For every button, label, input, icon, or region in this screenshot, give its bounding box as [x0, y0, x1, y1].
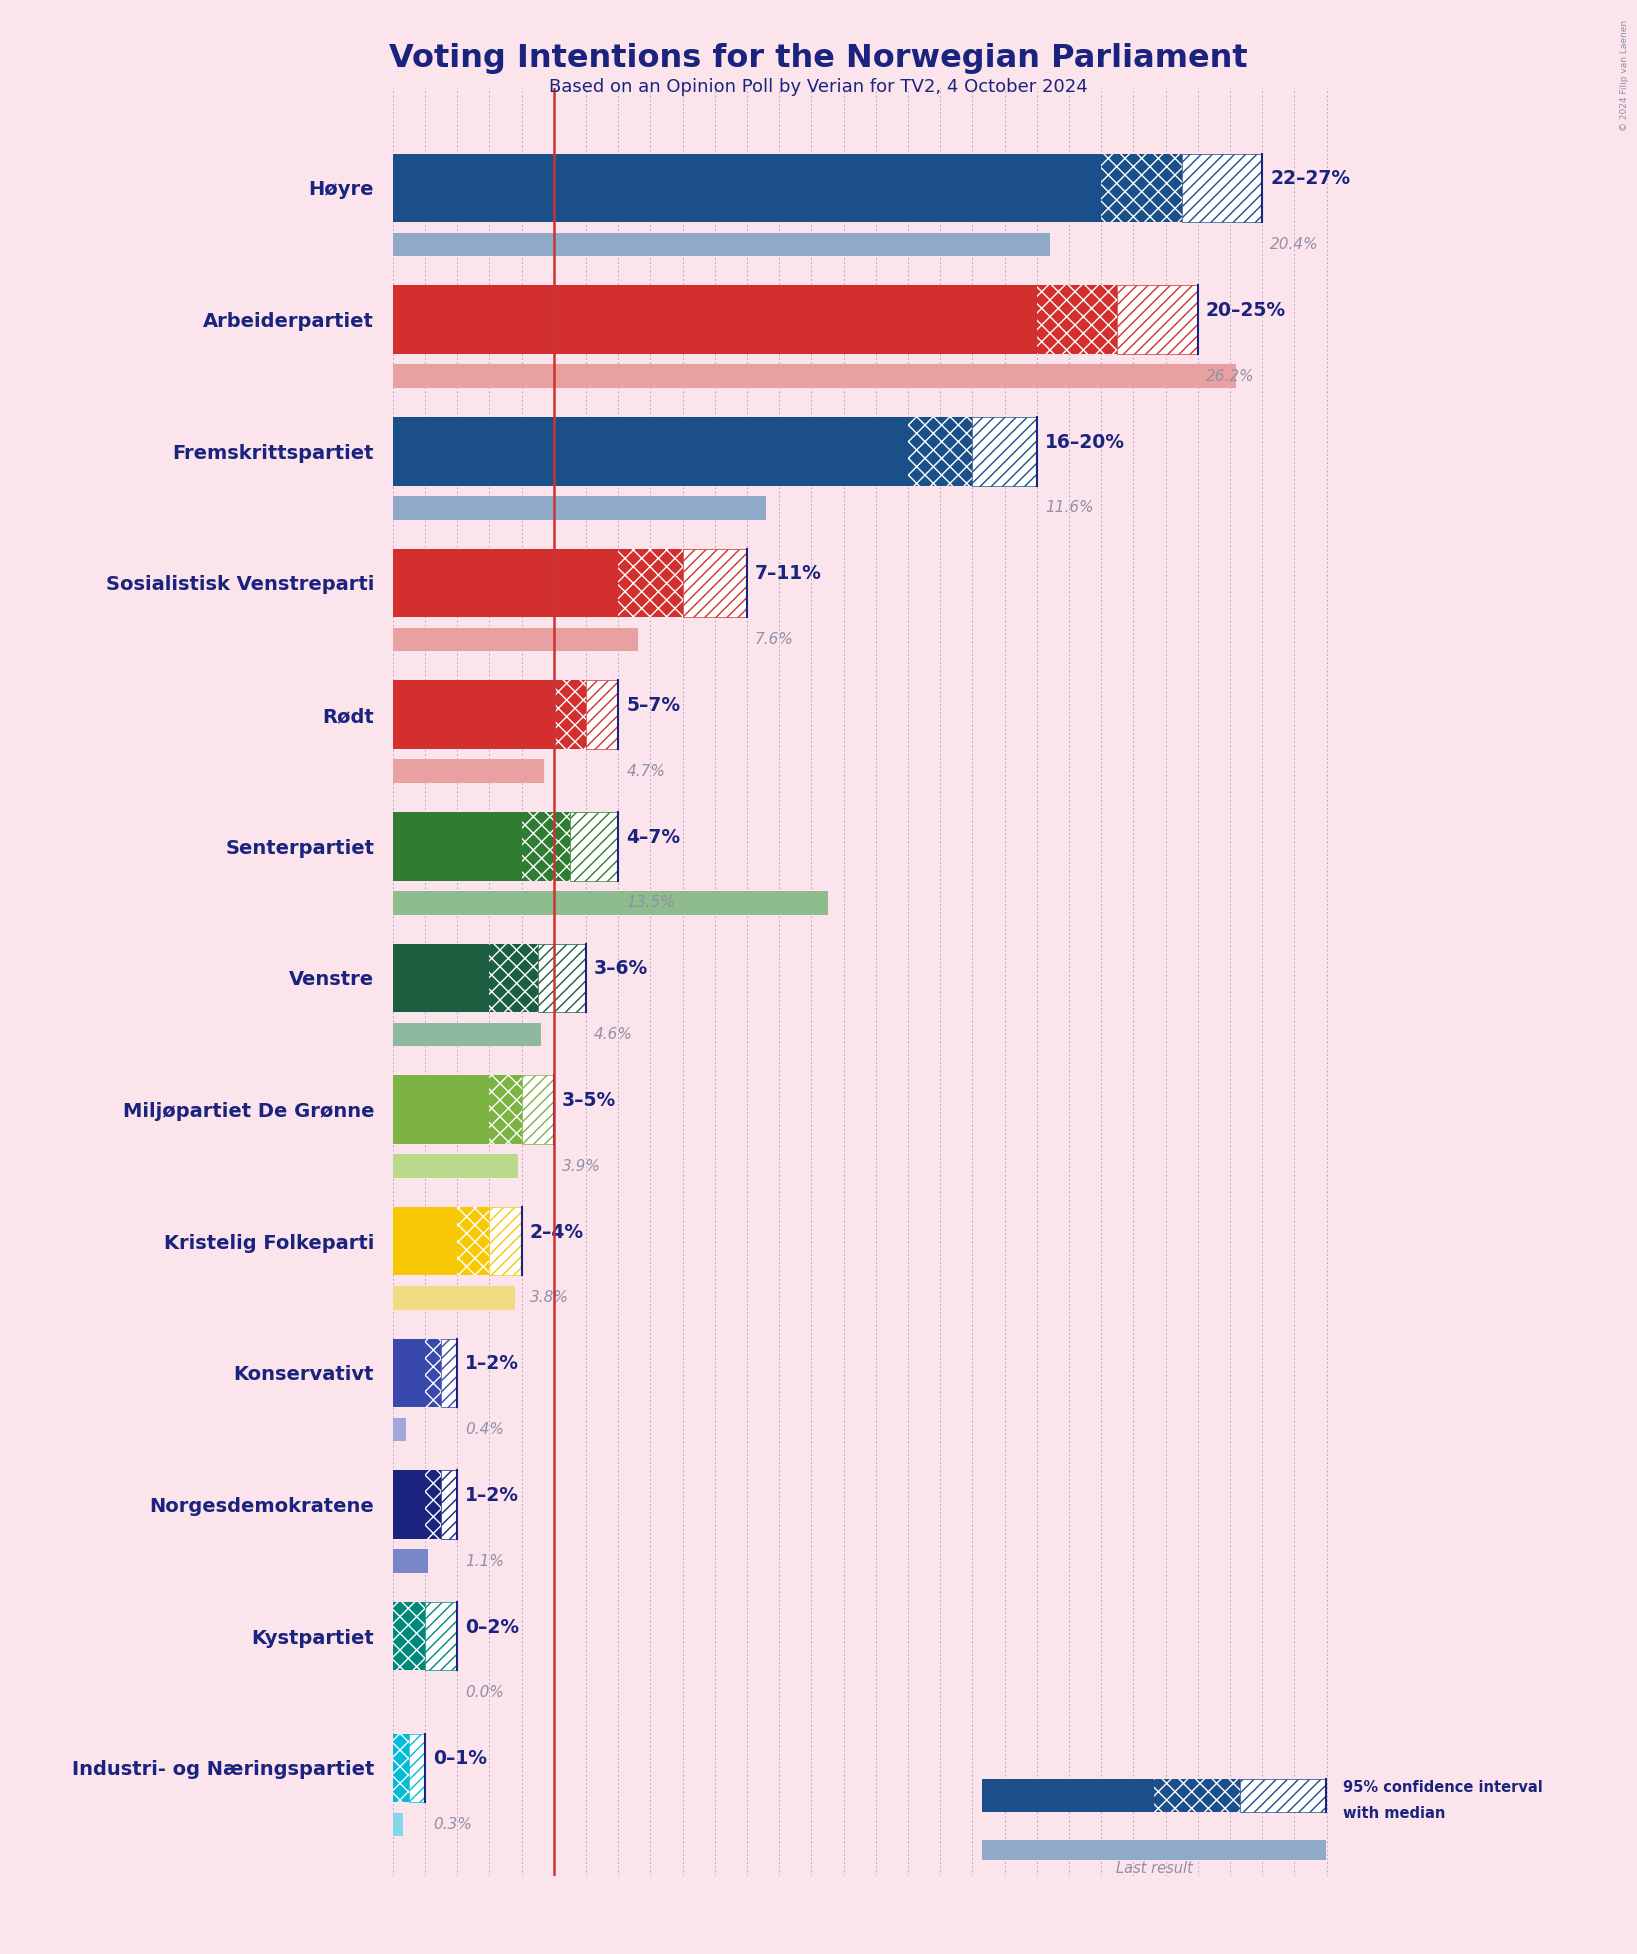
Bar — [393, 813, 522, 881]
Bar — [442, 1338, 457, 1407]
Bar — [393, 154, 1102, 223]
Text: Last result: Last result — [1116, 1860, 1192, 1876]
Bar — [426, 1469, 442, 1540]
Bar — [393, 1338, 426, 1407]
Text: 20–25%: 20–25% — [1206, 301, 1287, 320]
Text: Voting Intentions for the Norwegian Parliament: Voting Intentions for the Norwegian Parl… — [390, 43, 1247, 74]
Bar — [982, 1778, 1154, 1811]
Bar — [393, 1286, 516, 1309]
Bar — [393, 891, 828, 914]
Bar — [1241, 1778, 1326, 1811]
Bar — [522, 1075, 553, 1143]
Text: 26.2%: 26.2% — [1206, 369, 1254, 383]
Text: 0.3%: 0.3% — [434, 1817, 471, 1833]
Text: 13.5%: 13.5% — [627, 895, 674, 911]
Text: 7–11%: 7–11% — [755, 565, 822, 582]
Text: 5–7%: 5–7% — [627, 696, 681, 715]
Text: 11.6%: 11.6% — [1044, 500, 1094, 516]
Text: 20.4%: 20.4% — [1270, 236, 1319, 252]
Bar — [982, 1841, 1326, 1860]
Bar — [537, 944, 586, 1012]
Text: 3.8%: 3.8% — [530, 1290, 568, 1305]
Bar — [1241, 1778, 1326, 1811]
Bar — [553, 680, 586, 748]
Text: 1–2%: 1–2% — [465, 1354, 519, 1374]
Text: 0.0%: 0.0% — [465, 1686, 504, 1700]
Bar — [426, 1338, 442, 1407]
Bar — [570, 813, 619, 881]
Bar — [393, 1075, 489, 1143]
Bar — [442, 1469, 457, 1540]
Bar — [972, 416, 1036, 485]
Bar — [393, 627, 637, 651]
Bar — [1182, 154, 1262, 223]
Text: 1–2%: 1–2% — [465, 1485, 519, 1505]
Bar — [586, 680, 619, 748]
Text: © 2024 Filip van Laenen: © 2024 Filip van Laenen — [1621, 20, 1629, 131]
Text: 7.6%: 7.6% — [755, 631, 794, 647]
Bar — [393, 1155, 519, 1178]
Bar — [909, 416, 972, 485]
Bar — [393, 1469, 426, 1540]
Bar — [1102, 154, 1182, 223]
Bar — [393, 416, 909, 485]
Text: 4.6%: 4.6% — [594, 1028, 634, 1041]
Text: 0–2%: 0–2% — [465, 1618, 519, 1637]
Bar — [1118, 285, 1198, 354]
Bar — [586, 680, 619, 748]
Bar — [522, 813, 570, 881]
Bar — [409, 1733, 426, 1802]
Text: with median: with median — [1342, 1805, 1445, 1821]
Bar — [393, 1602, 426, 1671]
Text: 0.4%: 0.4% — [465, 1423, 504, 1436]
Bar — [489, 1208, 522, 1276]
Bar — [1036, 285, 1118, 354]
Bar — [1182, 154, 1262, 223]
Bar — [393, 1813, 403, 1837]
Text: 1.1%: 1.1% — [465, 1553, 504, 1569]
Bar — [972, 416, 1036, 485]
Text: Based on an Opinion Poll by Verian for TV2, 4 October 2024: Based on an Opinion Poll by Verian for T… — [548, 78, 1089, 96]
Bar — [426, 1602, 457, 1671]
Text: 4–7%: 4–7% — [627, 828, 681, 846]
Bar — [1154, 1778, 1241, 1811]
Bar — [393, 1733, 409, 1802]
Text: 95% confidence interval: 95% confidence interval — [1342, 1780, 1544, 1796]
Text: 4.7%: 4.7% — [627, 764, 665, 780]
Text: 16–20%: 16–20% — [1044, 432, 1125, 451]
Bar — [522, 1075, 553, 1143]
Bar — [393, 1419, 406, 1442]
Bar — [683, 549, 746, 617]
Bar — [489, 1208, 522, 1276]
Bar — [570, 813, 619, 881]
Text: 3.9%: 3.9% — [561, 1159, 601, 1174]
Bar — [393, 233, 1049, 256]
Text: 3–6%: 3–6% — [594, 959, 648, 979]
Bar — [619, 549, 683, 617]
Bar — [393, 1550, 429, 1573]
Bar — [457, 1208, 489, 1276]
Bar — [489, 1075, 522, 1143]
Bar — [393, 944, 489, 1012]
Bar — [1118, 285, 1198, 354]
Bar — [393, 496, 766, 520]
Bar — [537, 944, 586, 1012]
Bar — [442, 1338, 457, 1407]
Text: 2–4%: 2–4% — [530, 1223, 584, 1241]
Bar — [393, 680, 553, 748]
Bar — [683, 549, 746, 617]
Bar — [409, 1733, 426, 1802]
Bar — [393, 363, 1236, 389]
Bar — [393, 760, 543, 784]
Text: 0–1%: 0–1% — [434, 1749, 488, 1768]
Bar — [393, 549, 619, 617]
Bar — [393, 1208, 457, 1276]
Text: 3–5%: 3–5% — [561, 1090, 616, 1110]
Bar — [489, 944, 537, 1012]
Bar — [393, 285, 1036, 354]
Bar — [442, 1469, 457, 1540]
Text: 22–27%: 22–27% — [1270, 170, 1351, 188]
Bar — [426, 1602, 457, 1671]
Bar — [393, 1022, 540, 1047]
